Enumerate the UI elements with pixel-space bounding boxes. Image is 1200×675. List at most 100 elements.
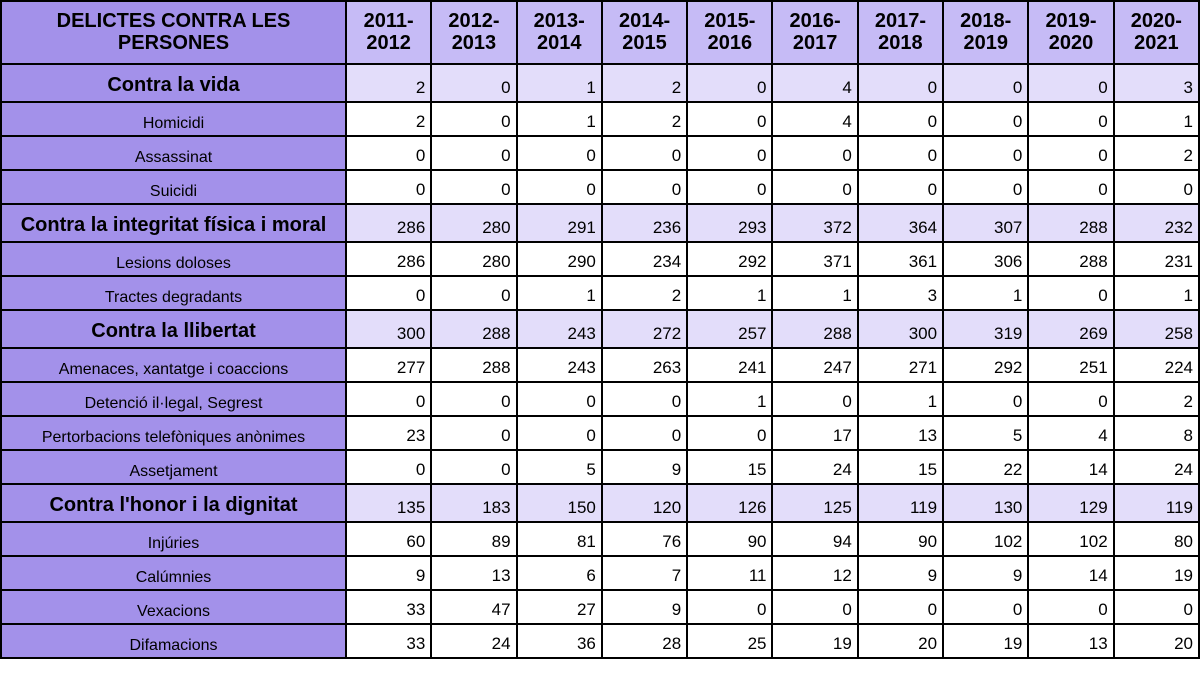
header-title: DELICTES CONTRA LES PERSONES [0,0,347,65]
value-cell: 4 [1027,415,1115,451]
value-cell: 0 [686,589,774,625]
value-cell: 9 [856,555,945,591]
value-cell: 24 [1112,449,1200,485]
subcategory-row: Injúries 60 89 81 76 90 94 90 102 102 80 [0,521,1200,557]
value-cell: 0 [430,381,518,417]
value-cell: 0 [1027,381,1115,417]
value-cell: 0 [1027,135,1115,171]
value-cell: 0 [942,63,1030,103]
subcategory-row: Difamacions 33 24 36 28 25 19 20 19 13 20 [0,623,1200,659]
value-cell: 300 [856,309,945,349]
value-cell: 0 [600,169,689,205]
value-cell: 293 [686,203,774,243]
value-cell: 0 [1027,169,1115,205]
value-cell: 0 [942,169,1030,205]
value-cell: 119 [1112,483,1200,523]
value-cell: 290 [515,241,603,277]
value-cell: 81 [515,521,603,557]
year-header: 2016-2017 [771,0,859,65]
value-cell: 0 [344,275,433,311]
value-cell: 4 [771,101,859,137]
value-cell: 126 [686,483,774,523]
value-cell: 1 [515,275,603,311]
year-header: 2013-2014 [515,0,603,65]
value-cell: 0 [600,135,689,171]
category-label: Contra l'honor i la dignitat [0,483,347,523]
value-cell: 361 [856,241,945,277]
value-cell: 14 [1027,449,1115,485]
value-cell: 89 [430,521,518,557]
value-cell: 130 [942,483,1030,523]
value-cell: 0 [686,101,774,137]
value-cell: 288 [1027,241,1115,277]
value-cell: 0 [856,63,945,103]
value-cell: 0 [686,169,774,205]
value-cell: 280 [430,241,518,277]
value-cell: 25 [686,623,774,659]
value-cell: 372 [771,203,859,243]
subcategory-row: Assassinat 0 0 0 0 0 0 0 0 0 2 [0,135,1200,171]
value-cell: 1 [686,275,774,311]
subcategory-label: Detenció il·legal, Segrest [0,381,347,417]
value-cell: 234 [600,241,689,277]
value-cell: 0 [856,589,945,625]
subcategory-label: Vexacions [0,589,347,625]
value-cell: 251 [1027,347,1115,383]
value-cell: 224 [1112,347,1200,383]
year-header: 2014-2015 [600,0,689,65]
value-cell: 0 [686,135,774,171]
value-cell: 319 [942,309,1030,349]
value-cell: 0 [430,63,518,103]
value-cell: 0 [856,101,945,137]
value-cell: 231 [1112,241,1200,277]
value-cell: 13 [856,415,945,451]
value-cell: 60 [344,521,433,557]
value-cell: 2 [600,275,689,311]
value-cell: 371 [771,241,859,277]
subcategory-label: Difamacions [0,623,347,659]
value-cell: 307 [942,203,1030,243]
value-cell: 0 [430,101,518,137]
value-cell: 24 [430,623,518,659]
subcategory-row: Calúmnies 9 13 6 7 11 12 9 9 14 19 [0,555,1200,591]
value-cell: 263 [600,347,689,383]
value-cell: 271 [856,347,945,383]
category-label: Contra la integritat física i moral [0,203,347,243]
value-cell: 0 [856,169,945,205]
subcategory-label: Calúmnies [0,555,347,591]
subcategory-label: Suicidi [0,169,347,205]
value-cell: 3 [1112,63,1200,103]
subcategory-row: Amenaces, xantatge i coaccions 277 288 243 2… [0,347,1200,383]
value-cell: 27 [515,589,603,625]
value-cell: 1 [515,63,603,103]
value-cell: 19 [1112,555,1200,591]
subcategory-row: Vexacions 33 47 27 9 0 0 0 0 0 0 [0,589,1200,625]
value-cell: 28 [600,623,689,659]
value-cell: 80 [1112,521,1200,557]
value-cell: 0 [856,135,945,171]
value-cell: 125 [771,483,859,523]
value-cell: 0 [942,135,1030,171]
subcategory-label: Pertorbacions telefòniques anònimes [0,415,347,451]
value-cell: 0 [771,169,859,205]
category-row: Contra l'honor i la dignitat 135 183 150 120… [0,483,1200,523]
value-cell: 0 [1027,101,1115,137]
value-cell: 0 [515,135,603,171]
value-cell: 19 [771,623,859,659]
value-cell: 280 [430,203,518,243]
value-cell: 0 [686,415,774,451]
value-cell: 76 [600,521,689,557]
value-cell: 20 [856,623,945,659]
subcategory-row: Assetjament 0 0 5 9 15 24 15 22 14 24 [0,449,1200,485]
value-cell: 2 [600,63,689,103]
value-cell: 23 [344,415,433,451]
value-cell: 0 [600,381,689,417]
value-cell: 0 [515,169,603,205]
value-cell: 0 [430,449,518,485]
header-row: DELICTES CONTRA LES PERSONES 2011-2012 201… [0,0,1200,65]
value-cell: 1 [515,101,603,137]
value-cell: 291 [515,203,603,243]
subcategory-label: Injúries [0,521,347,557]
value-cell: 277 [344,347,433,383]
value-cell: 5 [515,449,603,485]
